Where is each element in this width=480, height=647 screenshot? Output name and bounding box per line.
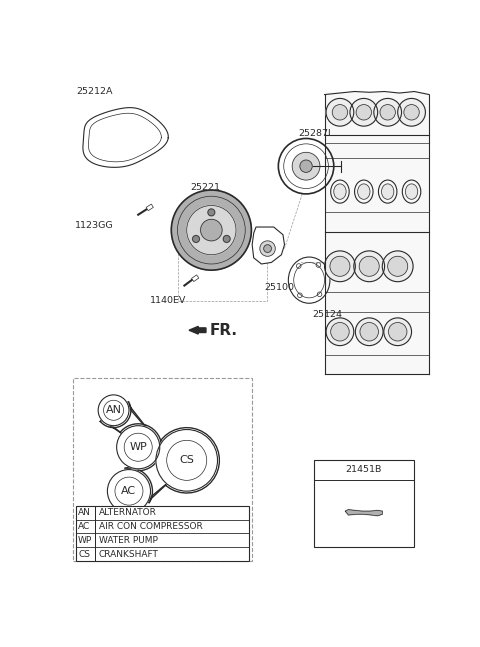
Circle shape (300, 160, 312, 172)
Circle shape (388, 322, 407, 341)
Text: 25287I: 25287I (299, 129, 331, 138)
Circle shape (356, 105, 372, 120)
Text: CRANKSHAFT: CRANKSHAFT (99, 550, 159, 559)
Circle shape (326, 98, 354, 126)
Polygon shape (252, 227, 285, 264)
Circle shape (117, 426, 160, 469)
Text: 21451B: 21451B (346, 465, 382, 474)
Circle shape (324, 251, 355, 281)
Bar (178, 241, 267, 301)
Circle shape (359, 256, 379, 276)
Text: 25100: 25100 (264, 283, 294, 292)
Text: CS: CS (78, 550, 90, 559)
Circle shape (108, 470, 151, 512)
Circle shape (382, 251, 413, 281)
Text: WP: WP (78, 536, 92, 545)
Circle shape (384, 318, 411, 345)
FancyArrow shape (189, 326, 206, 334)
Bar (314, 460, 414, 547)
Circle shape (350, 98, 378, 126)
Circle shape (331, 322, 349, 341)
Bar (76, 506, 249, 561)
Circle shape (187, 206, 236, 255)
Circle shape (260, 241, 275, 256)
Bar (73, 378, 252, 561)
Circle shape (156, 430, 217, 491)
Text: AIR CON COMPRESSOR: AIR CON COMPRESSOR (99, 522, 203, 531)
Text: 1140EV: 1140EV (150, 296, 186, 305)
Circle shape (332, 105, 348, 120)
Ellipse shape (406, 184, 418, 199)
Circle shape (292, 152, 320, 180)
Bar (192, 275, 199, 281)
Circle shape (354, 251, 384, 281)
Circle shape (98, 395, 129, 426)
Circle shape (264, 245, 271, 252)
Text: 1123GG: 1123GG (75, 221, 114, 230)
Circle shape (192, 236, 200, 243)
Text: CS: CS (179, 455, 194, 465)
Ellipse shape (334, 184, 346, 199)
Text: AC: AC (121, 486, 136, 496)
Ellipse shape (382, 184, 394, 199)
Bar (324, 91, 429, 374)
Circle shape (404, 105, 419, 120)
Text: WATER PUMP: WATER PUMP (99, 536, 158, 545)
Circle shape (380, 105, 396, 120)
Circle shape (360, 322, 378, 341)
Circle shape (223, 236, 230, 243)
Text: AN: AN (78, 508, 91, 517)
Bar (146, 204, 154, 211)
Circle shape (201, 219, 222, 241)
Text: AC: AC (78, 522, 90, 531)
Circle shape (171, 190, 252, 270)
Text: FR.: FR. (210, 323, 238, 338)
Polygon shape (345, 510, 382, 516)
Circle shape (374, 98, 402, 126)
Text: 25221: 25221 (191, 183, 221, 192)
Ellipse shape (358, 184, 370, 199)
Text: 25212A: 25212A (77, 87, 113, 96)
Text: WP: WP (129, 443, 147, 452)
Circle shape (388, 256, 408, 276)
Circle shape (355, 318, 383, 345)
Circle shape (208, 209, 215, 216)
Text: AN: AN (106, 405, 121, 415)
Circle shape (330, 256, 350, 276)
Text: ALTERNATOR: ALTERNATOR (99, 508, 157, 517)
Circle shape (398, 98, 425, 126)
Circle shape (326, 318, 354, 345)
Text: 25124: 25124 (312, 311, 342, 320)
